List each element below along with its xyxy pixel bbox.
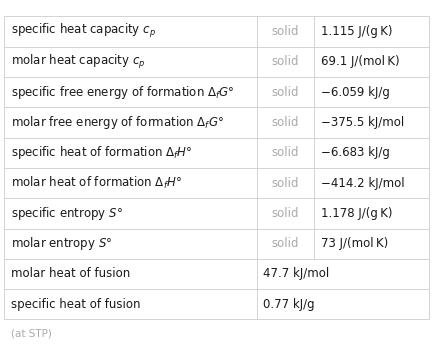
Text: specific free energy of formation $\Delta_f G°$: specific free energy of formation $\Delt…	[11, 83, 234, 101]
Text: 1.115 J/(g K): 1.115 J/(g K)	[320, 25, 392, 38]
Text: specific heat of fusion: specific heat of fusion	[11, 298, 140, 311]
Text: solid: solid	[271, 207, 299, 220]
Text: specific entropy $S°$: specific entropy $S°$	[11, 205, 123, 222]
Text: molar entropy $S°$: molar entropy $S°$	[11, 235, 112, 252]
Text: molar free energy of formation $\Delta_f G°$: molar free energy of formation $\Delta_f…	[11, 114, 224, 131]
Text: solid: solid	[271, 237, 299, 250]
Text: solid: solid	[271, 177, 299, 190]
Text: −414.2 kJ/mol: −414.2 kJ/mol	[320, 177, 404, 190]
Text: solid: solid	[271, 146, 299, 159]
Text: solid: solid	[271, 86, 299, 99]
Text: −375.5 kJ/mol: −375.5 kJ/mol	[320, 116, 404, 129]
Text: solid: solid	[271, 116, 299, 129]
Text: molar heat of formation $\Delta_f H°$: molar heat of formation $\Delta_f H°$	[11, 175, 182, 191]
Text: molar heat capacity $c_p$: molar heat capacity $c_p$	[11, 53, 145, 71]
Text: (at STP): (at STP)	[11, 329, 52, 339]
Text: 73 J/(mol K): 73 J/(mol K)	[320, 237, 388, 250]
Text: 1.178 J/(g K): 1.178 J/(g K)	[320, 207, 392, 220]
Text: solid: solid	[271, 25, 299, 38]
Text: −6.059 kJ/g: −6.059 kJ/g	[320, 86, 389, 99]
Text: 0.77 kJ/g: 0.77 kJ/g	[263, 298, 315, 311]
Text: molar heat of fusion: molar heat of fusion	[11, 268, 130, 280]
Text: 69.1 J/(mol K): 69.1 J/(mol K)	[320, 55, 399, 68]
Text: solid: solid	[271, 55, 299, 68]
Text: −6.683 kJ/g: −6.683 kJ/g	[320, 146, 389, 159]
Text: specific heat of formation $\Delta_f H°$: specific heat of formation $\Delta_f H°$	[11, 144, 192, 161]
Text: specific heat capacity $c_p$: specific heat capacity $c_p$	[11, 22, 156, 40]
Text: 47.7 kJ/mol: 47.7 kJ/mol	[263, 268, 330, 280]
